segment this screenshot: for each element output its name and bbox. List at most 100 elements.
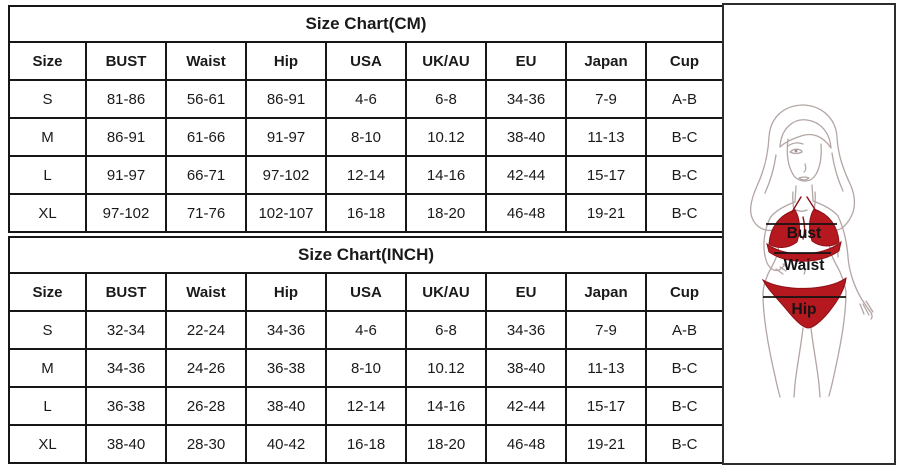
value-cell: 26-28 (165, 386, 247, 426)
neck (811, 184, 814, 202)
table-row: XL 38-40 28-30 40-42 16-18 18-20 46-48 19-21 B-C (8, 424, 725, 464)
value-cell: 15-17 (565, 155, 647, 195)
right-leg-outer (828, 291, 847, 397)
value-cell: 22-24 (165, 310, 247, 350)
table-row: S 81-86 56-61 86-91 4-6 6-8 34-36 7-9 A-B (8, 79, 724, 119)
size-chart-table: Size Chart(INCH) Size BUST Waist Hip USA UK/AU… (7, 236, 725, 464)
title-row: Size Chart(INCH) (7, 236, 725, 274)
column-header: EU (485, 272, 567, 312)
value-cell: 32-34 (85, 310, 167, 350)
cleavage-line (802, 216, 806, 240)
hair-right-outline (801, 104, 856, 235)
value-cell: 91-97 (85, 155, 167, 195)
value-cell: 34-36 (485, 310, 567, 350)
value-cell: 97-102 (85, 193, 167, 233)
column-header: BUST (85, 272, 167, 312)
measurement-lines (763, 223, 846, 298)
value-cell: 40-42 (245, 424, 327, 464)
column-header: Hip (245, 41, 327, 81)
value-cell: B-C (644, 348, 725, 388)
value-cell: 19-21 (565, 424, 647, 464)
column-header: EU (485, 41, 567, 81)
table-row: S 32-34 22-24 34-36 4-6 6-8 34-36 7-9 A-B (8, 310, 725, 350)
size-cell: XL (8, 193, 87, 233)
value-cell: 34-36 (245, 310, 327, 350)
value-cell: 38-40 (85, 424, 167, 464)
size-cell: S (8, 310, 87, 350)
eyebrow (787, 142, 804, 147)
hip-label: Hip (792, 301, 817, 318)
value-cell: 81-86 (85, 79, 167, 119)
column-header: Cup (644, 272, 725, 312)
value-cell: 34-36 (485, 79, 567, 119)
value-cell: 28-30 (165, 424, 247, 464)
value-cell: 18-20 (405, 424, 487, 464)
size-cell: M (8, 117, 87, 157)
pupil (794, 149, 798, 153)
value-cell: 86-91 (245, 79, 327, 119)
value-cell: 42-44 (485, 155, 567, 195)
column-header: UK/AU (405, 272, 487, 312)
figure-line-art (750, 104, 874, 398)
value-cell: 15-17 (565, 386, 647, 426)
value-cell: 6-8 (405, 79, 487, 119)
value-cell: 42-44 (485, 386, 567, 426)
value-cell: 14-16 (405, 386, 487, 426)
bikini (761, 208, 847, 329)
value-cell: 38-40 (485, 117, 567, 157)
value-cell: 66-71 (165, 155, 247, 195)
hair-fringe-under (779, 133, 832, 149)
size-charts: Size Chart(CM) Size BUST Waist Hip USA UK/AU EU… (7, 5, 725, 467)
value-cell: 86-91 (85, 117, 167, 157)
column-header: BUST (85, 41, 167, 81)
value-cell: 102-107 (245, 193, 327, 233)
column-header: UK/AU (405, 41, 487, 81)
table-row: M 86-91 61-66 91-97 8-10 10.12 38-40 11-13 B-C (8, 117, 724, 157)
bikini-details (791, 196, 817, 240)
table-row: L 91-97 66-71 97-102 12-14 14-16 42-44 15-17 B-C (8, 155, 724, 195)
hair-strand (764, 154, 777, 194)
navel (803, 267, 806, 275)
bikini-bottom (761, 276, 847, 329)
value-cell: B-C (644, 386, 725, 426)
value-cell: 4-6 (325, 310, 407, 350)
left-hand (775, 263, 789, 275)
value-cell: 38-40 (485, 348, 567, 388)
hair-strand (831, 152, 844, 192)
column-header: Cup (645, 41, 724, 81)
value-cell: B-C (645, 155, 724, 195)
value-cell: 8-10 (325, 117, 407, 157)
value-cell: 4-6 (325, 79, 407, 119)
table-row: M 34-36 24-26 36-38 8-10 10.12 38-40 11-13 B-C (8, 348, 725, 388)
value-cell: 8-10 (325, 348, 407, 388)
right-arm (837, 215, 870, 311)
nose (803, 163, 807, 173)
value-cell: 97-102 (245, 155, 327, 195)
bikini-strap (806, 196, 817, 212)
value-cell: 91-97 (245, 117, 327, 157)
value-cell: 10.12 (405, 348, 487, 388)
column-header: Japan (565, 41, 647, 81)
table-row: L 36-38 26-28 38-40 12-14 14-16 42-44 15-17 B-C (8, 386, 725, 426)
value-cell: A-B (645, 79, 724, 119)
value-cell: 11-13 (565, 117, 647, 157)
value-cell: B-C (644, 424, 725, 464)
table-title: Size Chart(INCH) (7, 236, 725, 274)
header-row: Size BUST Waist Hip USA UK/AU EU Japan Cup (8, 272, 725, 312)
value-cell: B-C (645, 193, 724, 233)
size-cell: L (8, 386, 87, 426)
title-row: Size Chart(CM) (8, 5, 724, 43)
shoulder (769, 201, 796, 219)
value-cell: 24-26 (165, 348, 247, 388)
value-cell: B-C (645, 117, 724, 157)
table-row: XL 97-102 71-76 102-107 16-18 18-20 46-48 19-21… (8, 193, 724, 233)
measurement-figure-panel: Bust Waist Hip (722, 3, 896, 465)
body-measurement-figure: Bust Waist Hip (750, 104, 874, 398)
measurement-labels: Bust Waist Hip (784, 225, 825, 318)
eye (789, 148, 803, 153)
neck (794, 185, 797, 203)
value-cell: 18-20 (405, 193, 487, 233)
column-header: Waist (165, 41, 247, 81)
column-header: USA (325, 41, 407, 81)
column-header: Hip (245, 272, 327, 312)
